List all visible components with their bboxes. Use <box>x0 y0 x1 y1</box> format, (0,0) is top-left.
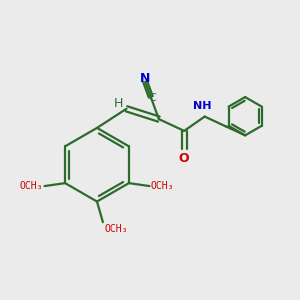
Text: N: N <box>140 72 150 85</box>
Text: OCH₃: OCH₃ <box>104 224 128 234</box>
Text: OCH₃: OCH₃ <box>151 181 175 191</box>
Text: C: C <box>148 93 156 103</box>
Text: OCH₃: OCH₃ <box>20 181 43 191</box>
Text: NH: NH <box>193 101 212 111</box>
Text: H: H <box>113 97 123 110</box>
Text: O: O <box>179 152 190 165</box>
